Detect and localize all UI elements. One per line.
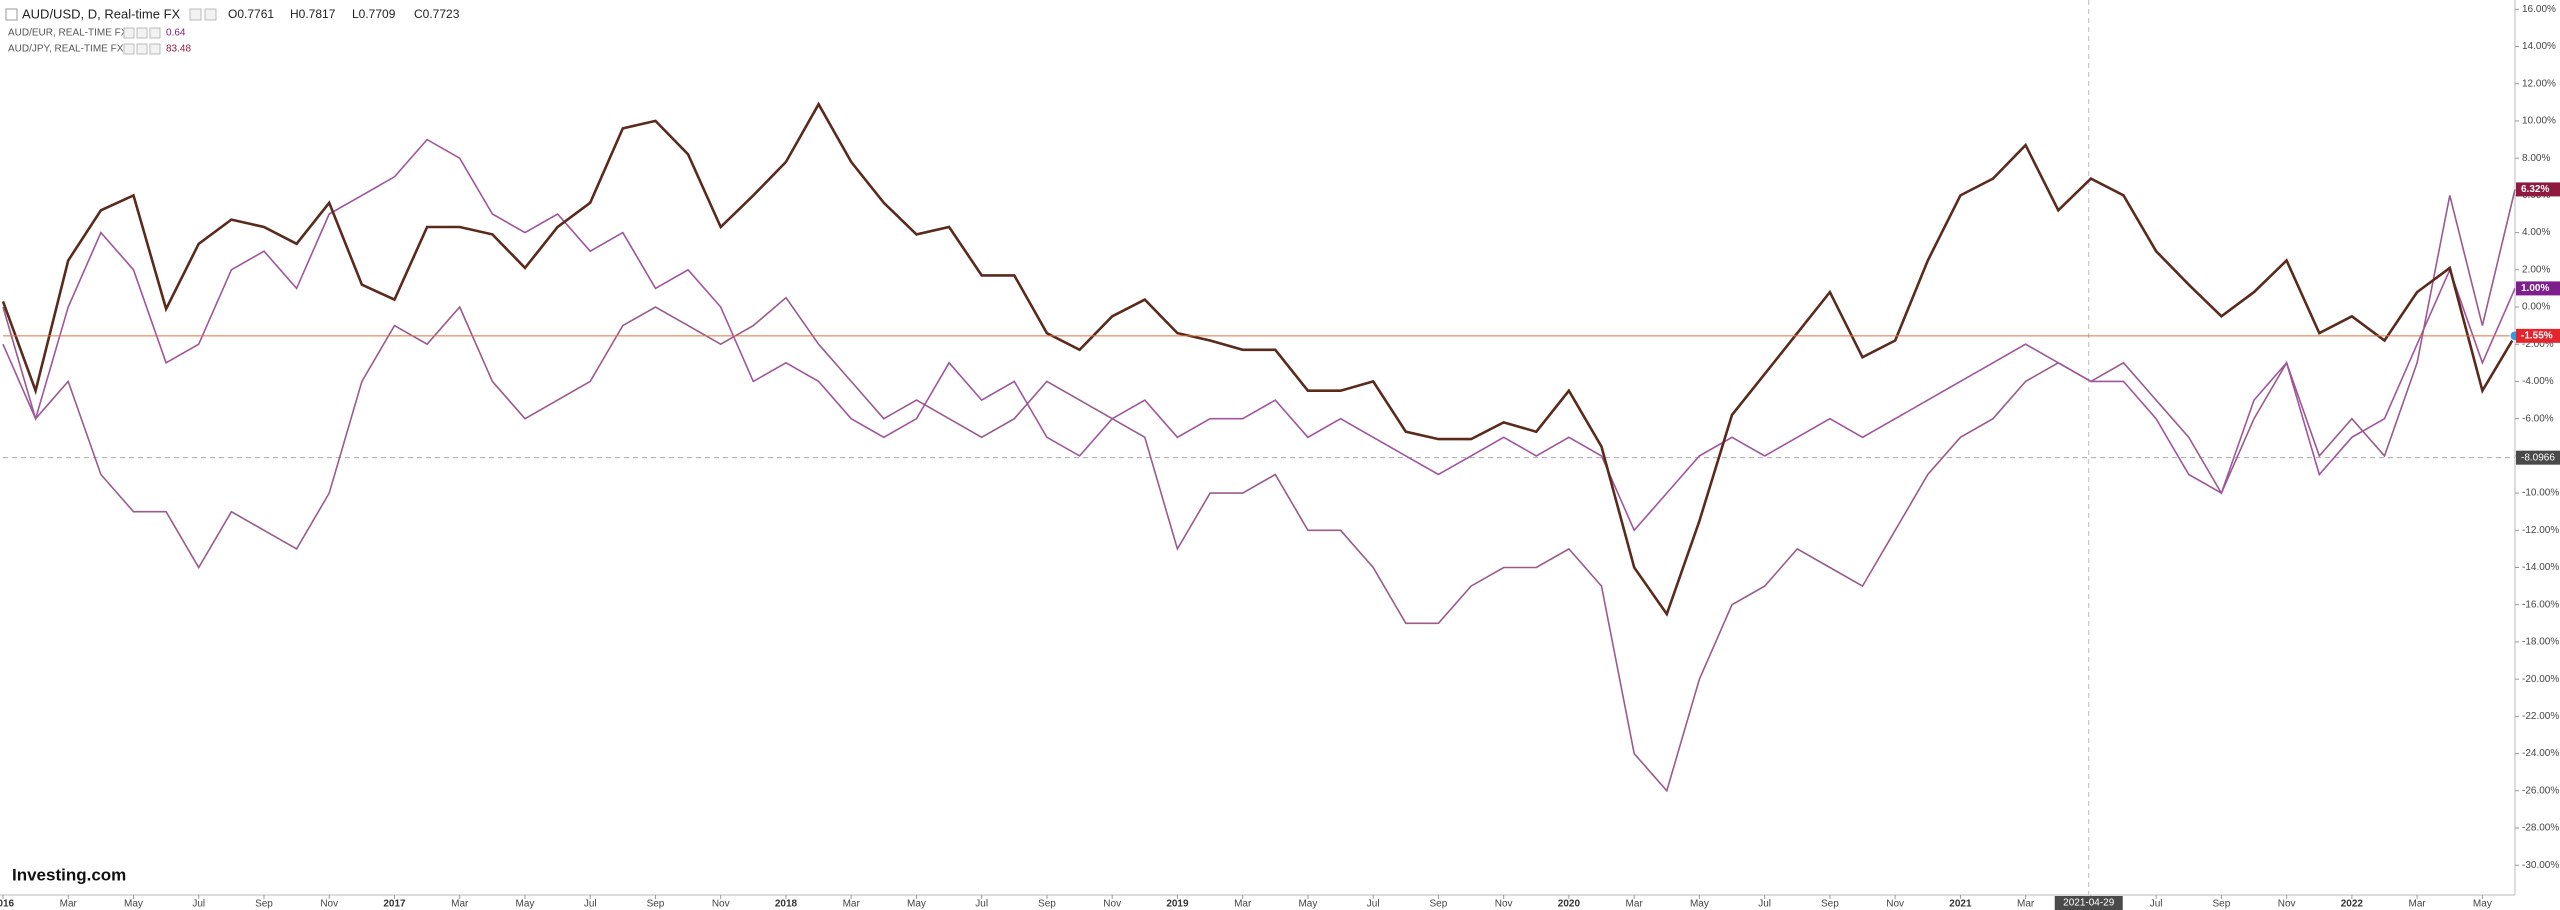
series-line	[2, 138, 2516, 532]
y-tick-label: -30.00%	[2522, 860, 2559, 871]
x-tick-label: Mar	[1234, 899, 1252, 910]
legend-quote: L0.7709	[352, 7, 396, 21]
x-tick-label: 2021	[1949, 899, 1972, 910]
legend-value: 83.48	[166, 44, 191, 55]
y-tick-label: 2.00%	[2522, 264, 2550, 275]
x-tick-label: May	[2473, 899, 2492, 910]
x-tick-label: Sep	[1430, 899, 1448, 910]
crosshair-x-label: 2021-04-29	[2063, 898, 2115, 909]
collapse-icon	[5, 8, 18, 21]
x-tick-label: Jul	[584, 899, 597, 910]
x-tick-label: Mar	[2409, 899, 2427, 910]
y-tick-label: 4.00%	[2522, 227, 2550, 238]
crosshair-y-box	[2516, 450, 2560, 465]
y-tick-label: -22.00%	[2522, 711, 2559, 722]
x-tick-label: Sep	[1038, 899, 1056, 910]
x-tick-label: Mar	[451, 899, 469, 910]
y-tick-label: 14.00%	[2522, 41, 2556, 52]
y-tick-label: -6.00%	[2522, 413, 2554, 424]
last-label: 6.32%	[2521, 184, 2549, 195]
series-line	[2, 189, 2516, 793]
x-tick-label: Jul	[2150, 899, 2163, 910]
y-tick-label: 12.00%	[2522, 78, 2556, 89]
x-tick-label: Nov	[1495, 899, 1513, 910]
legend-main: AUD/USD, D, Real-time FX	[22, 6, 181, 21]
x-tick-label: Sep	[255, 899, 273, 910]
x-tick-label: 2019	[1166, 899, 1189, 910]
x-tick-label: 2016	[0, 899, 15, 910]
legend-quote: O0.7761	[228, 7, 274, 21]
y-tick-label: -28.00%	[2522, 823, 2559, 834]
legend-button	[204, 8, 217, 21]
x-tick-label: 2022	[2341, 899, 2364, 910]
legend-value: 0.64	[166, 28, 186, 39]
y-tick-label: -26.00%	[2522, 785, 2559, 796]
x-tick-label: Mar	[1626, 899, 1644, 910]
series-line	[1, 101, 2517, 617]
legend-button	[149, 27, 161, 39]
y-tick-label: 16.00%	[2522, 4, 2556, 15]
y-tick-label: -12.00%	[2522, 525, 2559, 536]
x-tick-label: Mar	[843, 899, 861, 910]
x-tick-label: Jul	[192, 899, 205, 910]
legend-button	[189, 8, 202, 21]
x-tick-label: Mar	[2017, 899, 2035, 910]
legend-button	[123, 43, 135, 55]
x-tick-label: Nov	[1886, 899, 1904, 910]
x-tick-label: Sep	[647, 899, 665, 910]
legend-series: AUD/JPY, REAL-TIME FX	[8, 44, 124, 55]
logo: Investing.com	[12, 865, 126, 884]
x-tick-label: Jul	[975, 899, 988, 910]
x-tick-label: May	[124, 899, 143, 910]
y-tick-label: 10.00%	[2522, 116, 2556, 127]
last-label: 1.00%	[2521, 283, 2549, 294]
x-tick-label: 2020	[1558, 899, 1581, 910]
last-label-box	[2516, 182, 2560, 197]
x-tick-label: May	[1690, 899, 1709, 910]
x-tick-label: May	[907, 899, 926, 910]
y-tick-label: 0.00%	[2522, 302, 2550, 313]
x-tick-label: Nov	[2278, 899, 2296, 910]
last-label-box	[2516, 328, 2560, 343]
y-tick-label: -4.00%	[2522, 376, 2554, 387]
x-tick-label: Sep	[1821, 899, 1839, 910]
crosshair-x-box	[2054, 896, 2123, 910]
x-tick-label: Nov	[712, 899, 730, 910]
y-tick-label: 8.00%	[2522, 153, 2550, 164]
last-label: -1.55%	[2521, 330, 2553, 341]
x-tick-label: Nov	[320, 899, 338, 910]
crosshair-y-label: -8.0966	[2521, 452, 2555, 463]
legend-quote: H0.7817	[290, 7, 336, 21]
y-tick-label: -14.00%	[2522, 562, 2559, 573]
legend-button	[123, 27, 135, 39]
x-tick-label: May	[516, 899, 535, 910]
last-label-box	[2516, 281, 2560, 296]
x-tick-label: 2018	[775, 899, 798, 910]
legend-series: AUD/EUR, REAL-TIME FX	[8, 28, 128, 39]
x-tick-label: Jul	[1758, 899, 1771, 910]
x-tick-label: Sep	[2212, 899, 2230, 910]
x-tick-label: 2017	[383, 899, 406, 910]
x-tick-label: Jul	[1367, 899, 1380, 910]
x-tick-label: Mar	[60, 899, 78, 910]
y-tick-label: -18.00%	[2522, 637, 2559, 648]
y-tick-label: -2.00%	[2522, 339, 2554, 350]
legend-button	[136, 27, 148, 39]
y-tick-label: -24.00%	[2522, 748, 2559, 759]
y-tick-label: -16.00%	[2522, 599, 2559, 610]
y-tick-label: -20.00%	[2522, 674, 2559, 685]
legend-button	[149, 43, 161, 55]
legend-button	[136, 43, 148, 55]
x-tick-label: May	[1298, 899, 1317, 910]
legend-quote: C0.7723	[414, 7, 460, 21]
x-tick-label: Nov	[1103, 899, 1121, 910]
y-tick-label: -10.00%	[2522, 488, 2559, 499]
